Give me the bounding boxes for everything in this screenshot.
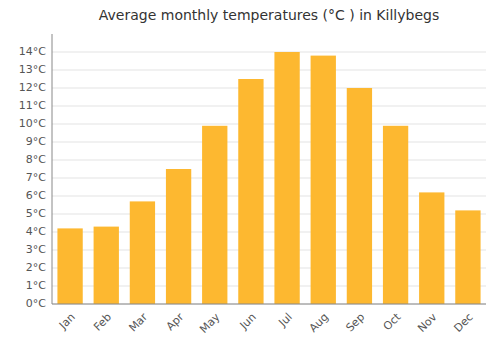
y-tick-label: 5°C xyxy=(26,207,46,220)
y-tick-label: 7°C xyxy=(26,171,46,184)
grid-line xyxy=(52,52,486,53)
y-tick-label: 8°C xyxy=(26,153,46,166)
x-tick-label: May xyxy=(197,310,223,336)
x-tick-label: Aug xyxy=(307,311,331,335)
bar xyxy=(419,192,444,304)
grid-line xyxy=(52,70,486,71)
bar xyxy=(57,228,82,304)
y-tick-label: 10°C xyxy=(19,117,46,130)
y-axis-line xyxy=(52,34,53,304)
x-tick-label: Mar xyxy=(126,310,150,334)
x-tick-label: Dec xyxy=(451,311,475,335)
chart-svg: 0°C 1°C 2°C 3°C 4°C 5°C 6°C 7°C 8°C 9°C 10°C 11°C 12… xyxy=(0,0,500,350)
x-axis-line xyxy=(52,304,486,305)
x-tick-label: Jul xyxy=(276,311,295,330)
x-tick-label: Oct xyxy=(381,310,404,333)
bar xyxy=(455,210,480,304)
bar xyxy=(347,88,372,304)
grid-line xyxy=(52,304,486,305)
x-ticks: Jan Feb Mar Apr May Jun Jul Aug Sep Oct Nov Dec xyxy=(56,310,476,336)
bar xyxy=(383,126,408,304)
bar xyxy=(238,79,263,304)
x-tick-label: Jan xyxy=(56,311,78,333)
y-tick-label: 6°C xyxy=(26,189,46,202)
y-tick-label: 3°C xyxy=(26,243,46,256)
bar xyxy=(311,56,336,304)
y-tick-label: 9°C xyxy=(26,135,46,148)
x-tick-label: Jun xyxy=(237,311,259,333)
x-tick-label: Feb xyxy=(91,311,114,334)
bar xyxy=(274,52,299,304)
grid-line xyxy=(52,160,486,161)
bar xyxy=(130,201,155,304)
grid-line xyxy=(52,124,486,125)
bar xyxy=(202,126,227,304)
grid-line xyxy=(52,88,486,89)
chart-container: 0°C 1°C 2°C 3°C 4°C 5°C 6°C 7°C 8°C 9°C 10°C 11°C 12… xyxy=(0,0,500,350)
grid-line xyxy=(52,106,486,107)
grid-line xyxy=(52,142,486,143)
bar xyxy=(166,169,191,304)
grid-line xyxy=(52,178,486,179)
y-tick-label: 12°C xyxy=(19,81,46,94)
y-tick-label: 1°C xyxy=(26,279,46,292)
title: Average monthly temperatures (°C ) in Ki… xyxy=(99,7,439,23)
x-tick-label: Sep xyxy=(343,311,367,335)
y-tick-label: 13°C xyxy=(19,63,46,76)
bar xyxy=(94,227,119,304)
y-tick-label: 2°C xyxy=(26,261,46,274)
y-tick-label: 14°C xyxy=(19,45,46,58)
grid xyxy=(52,52,486,304)
x-tick-label: Nov xyxy=(415,310,440,335)
y-tick-label: 11°C xyxy=(19,99,46,112)
x-tick-label: Apr xyxy=(164,310,187,333)
y-tick-label: 4°C xyxy=(26,225,46,238)
y-tick-label: 0°C xyxy=(26,297,46,310)
y-ticks: 0°C 1°C 2°C 3°C 4°C 5°C 6°C 7°C 8°C 9°C 10°C 11°C 12… xyxy=(19,45,46,310)
bars xyxy=(57,52,480,304)
